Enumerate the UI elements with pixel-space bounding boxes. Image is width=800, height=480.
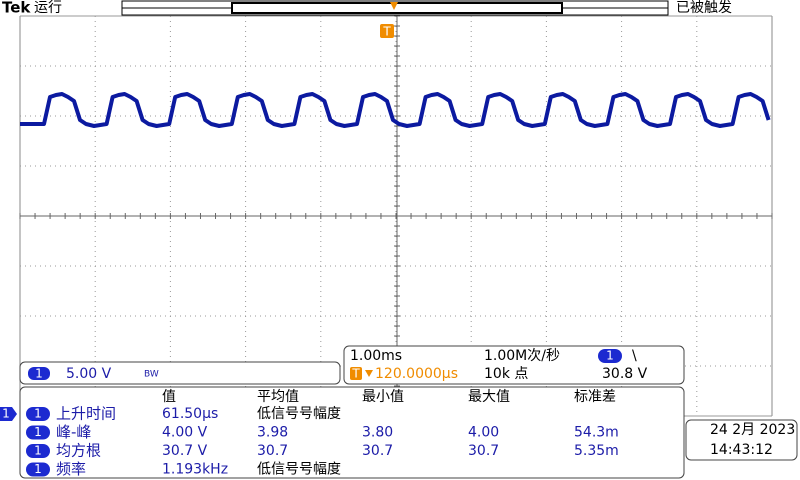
measurement-value: 5.35m: [574, 443, 619, 459]
trigger-source: 1: [606, 349, 614, 363]
time-per-div: 1.00ms: [350, 348, 402, 364]
row-badge: 1: [34, 425, 42, 439]
brand: Tek: [2, 0, 31, 17]
ch1-marker-label: 1: [2, 407, 10, 421]
measurement-value: 30.7: [257, 443, 288, 459]
channel-box: [19, 361, 341, 385]
column-header: 值: [162, 389, 176, 405]
date: 24 2月 2023: [710, 422, 795, 438]
measurement-value: 3.80: [362, 425, 393, 441]
badge: [26, 444, 50, 458]
measurement-table: 值 平均值 最小值 最大值 标准差 1 上升时间 61.50µs 低信号号幅度 1 峰-峰 4.00 …: [26, 389, 619, 478]
bandwidth: BW: [144, 370, 159, 380]
measurement-value: 30.7: [468, 443, 499, 459]
badge: [26, 407, 50, 421]
row-badge: 1: [34, 462, 42, 476]
column-header: 最大值: [468, 389, 510, 405]
column-header: 最小值: [362, 389, 404, 405]
measurement-name: 峰-峰: [56, 423, 91, 441]
column-header: 标准差: [574, 389, 616, 405]
badge: [26, 462, 50, 477]
measurement-value: 30.7 V: [162, 443, 208, 459]
measurement-value: 低信号号幅度: [257, 406, 341, 422]
delay-arrow: [365, 370, 373, 377]
ch1-marker: [0, 407, 17, 421]
measurement-value: 1.193kHz: [162, 462, 228, 478]
trigger-slope: \: [632, 348, 637, 364]
trigger-marker-bg: [350, 367, 362, 380]
row-badge: 1: [34, 444, 42, 458]
record-length: 10k 点: [484, 366, 528, 382]
measurement-value: 4.00: [468, 425, 499, 441]
run-status: 运行: [34, 0, 62, 16]
trigger-level: 30.8 V: [602, 366, 648, 382]
column-header: 平均值: [257, 389, 299, 405]
trigger-state: 已被触发: [676, 0, 732, 16]
trigger-marker: T: [382, 25, 391, 39]
measurement-name: 均方根: [56, 442, 101, 460]
measurement-name: 频率: [56, 460, 86, 478]
record-view: [231, 2, 563, 14]
badge: [26, 425, 50, 440]
trigger-marker-bg: [380, 24, 394, 38]
sample-rate: 1.00M次/秒: [484, 348, 560, 364]
badge: [28, 367, 50, 380]
datetime-box: [685, 419, 798, 461]
trigger-pos-arrow: [390, 2, 398, 10]
measurement-value: 61.50µs: [162, 406, 218, 422]
measurement-value: 低信号号幅度: [257, 462, 341, 478]
trigger-marker: T: [351, 367, 360, 381]
measurement-box: [19, 386, 685, 479]
channel-badge: 1: [35, 367, 43, 381]
channel-scale: 5.00 V: [66, 366, 112, 382]
measurement-value: 3.98: [257, 425, 288, 441]
badge: [598, 349, 622, 363]
waveform: [20, 92, 771, 128]
row-badge: 1: [34, 407, 42, 421]
measurement-value: 4.00 V: [162, 425, 208, 441]
measurement-value: 54.3m: [574, 425, 619, 441]
time: 14:43:12: [710, 442, 773, 458]
trigger-delay: 120.0000µs: [375, 366, 458, 382]
measurement-value: 30.7: [362, 443, 393, 459]
measurement-name: 上升时间: [56, 405, 116, 423]
